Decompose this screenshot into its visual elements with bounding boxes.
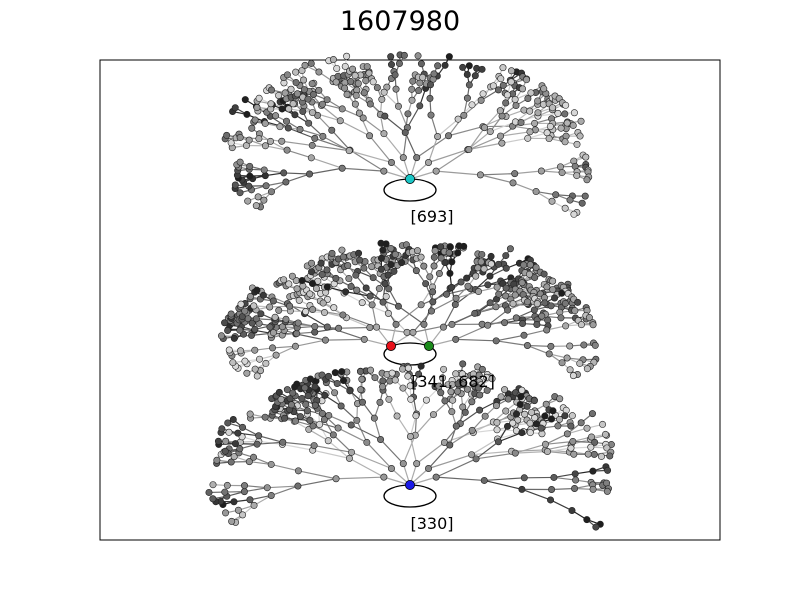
panel-1-label: [693]: [410, 207, 453, 226]
tree-nodes: [221, 51, 593, 218]
figure-title: 1607980: [339, 6, 461, 37]
tree-nodes: [205, 360, 615, 531]
plot-frame: [99, 59, 721, 541]
panel-2-label: [341, 682]: [411, 372, 495, 391]
tree-panel-3: [205, 360, 615, 531]
tree-panel-1: [221, 51, 593, 218]
panel-3-label: [330]: [410, 514, 453, 533]
highlighted-node: [423, 340, 434, 351]
highlighted-node: [385, 340, 396, 351]
highlighted-node: [404, 173, 415, 184]
tree-nodes: [217, 239, 600, 380]
tree-panel-2: [217, 239, 600, 380]
highlighted-node: [404, 479, 415, 490]
